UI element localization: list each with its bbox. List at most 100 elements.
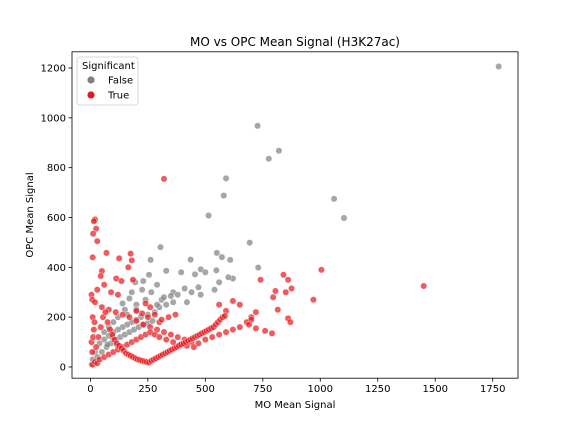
- point-true: [229, 297, 237, 305]
- point-false: [254, 264, 262, 271]
- point-false: [157, 243, 164, 251]
- point-true: [172, 311, 179, 319]
- point-false: [139, 277, 147, 285]
- x-tick-label: 250: [138, 384, 157, 395]
- point-false: [188, 288, 195, 296]
- series-true-points: [88, 175, 428, 368]
- x-tick-label: 1000: [308, 384, 333, 395]
- point-true: [309, 296, 317, 304]
- point-true: [127, 250, 135, 258]
- point-true: [124, 263, 132, 271]
- point-false: [153, 301, 161, 309]
- plot-area: [88, 63, 503, 368]
- point-false: [265, 155, 273, 163]
- point-false: [201, 268, 209, 276]
- point-false: [220, 192, 228, 199]
- point-false: [187, 256, 195, 263]
- point-true: [92, 225, 100, 233]
- point-true: [280, 271, 287, 279]
- y-tick-label: 600: [47, 213, 66, 224]
- legend-label-false: False: [108, 76, 133, 87]
- point-false: [215, 278, 223, 286]
- point-true: [318, 266, 325, 274]
- point-true: [420, 282, 428, 290]
- x-tick-label: 1750: [480, 384, 505, 395]
- point-true: [195, 339, 202, 347]
- point-true: [286, 318, 294, 326]
- point-true: [215, 331, 223, 338]
- point-true: [261, 327, 269, 335]
- point-true: [126, 313, 133, 321]
- point-false: [162, 267, 170, 275]
- point-true: [90, 326, 98, 334]
- x-axis-label: MO Mean Signal: [255, 400, 336, 411]
- point-true: [215, 301, 223, 309]
- point-false: [191, 270, 199, 278]
- point-true: [151, 311, 159, 319]
- point-false: [212, 266, 220, 274]
- point-false: [147, 256, 155, 264]
- point-false: [119, 300, 126, 307]
- point-true: [90, 217, 98, 225]
- point-false: [224, 273, 232, 281]
- point-true: [274, 306, 282, 314]
- y-tick-label: 400: [47, 263, 66, 274]
- point-false: [109, 318, 117, 326]
- point-true: [257, 276, 264, 284]
- point-false: [222, 174, 230, 182]
- point-true: [162, 336, 170, 343]
- point-false: [128, 288, 136, 296]
- y-axis: 0 200 400 600 800 1000 1200: [41, 63, 72, 373]
- point-true: [97, 272, 105, 280]
- point-true: [167, 331, 175, 338]
- point-false: [145, 271, 153, 279]
- point-true: [201, 336, 209, 343]
- point-true: [208, 333, 216, 341]
- point-false: [104, 341, 112, 348]
- point-true: [97, 323, 105, 331]
- point-false: [100, 336, 108, 343]
- point-false: [177, 268, 185, 276]
- legend-label-true: True: [107, 91, 129, 102]
- point-false: [254, 122, 261, 130]
- point-true: [144, 313, 152, 321]
- point-true: [284, 276, 292, 284]
- point-true: [129, 276, 137, 284]
- x-tick-label: 1250: [365, 384, 390, 395]
- point-true: [89, 253, 97, 261]
- point-true: [269, 293, 277, 301]
- point-false: [183, 298, 191, 306]
- point-true: [93, 237, 101, 245]
- y-tick-label: 1200: [41, 63, 66, 74]
- point-true: [89, 230, 97, 238]
- point-true: [245, 321, 253, 329]
- legend-marker-true: [87, 91, 95, 99]
- point-false: [197, 291, 205, 299]
- point-true: [190, 343, 198, 351]
- point-true: [155, 333, 163, 341]
- point-true: [132, 307, 140, 315]
- point-true: [107, 288, 115, 296]
- point-false: [153, 281, 161, 289]
- x-axis: 0 250 500 750 1000 1250 1500 1750: [87, 378, 505, 395]
- chart-title: MO vs OPC Mean Signal (H3K27ac): [190, 35, 400, 49]
- point-true: [160, 328, 168, 336]
- point-false: [149, 317, 156, 325]
- point-true: [119, 311, 126, 319]
- point-false: [160, 293, 168, 301]
- point-true: [92, 343, 100, 351]
- point-false: [330, 195, 338, 203]
- point-true: [146, 303, 154, 311]
- point-true: [112, 308, 120, 316]
- point-false: [213, 249, 221, 257]
- point-false: [246, 239, 254, 247]
- point-false: [181, 285, 189, 292]
- point-true: [158, 316, 166, 324]
- point-true: [282, 288, 290, 296]
- y-tick-label: 1000: [41, 113, 66, 124]
- point-true: [288, 285, 295, 292]
- point-true: [221, 312, 229, 320]
- point-true: [252, 308, 260, 316]
- y-tick-label: 800: [47, 163, 66, 174]
